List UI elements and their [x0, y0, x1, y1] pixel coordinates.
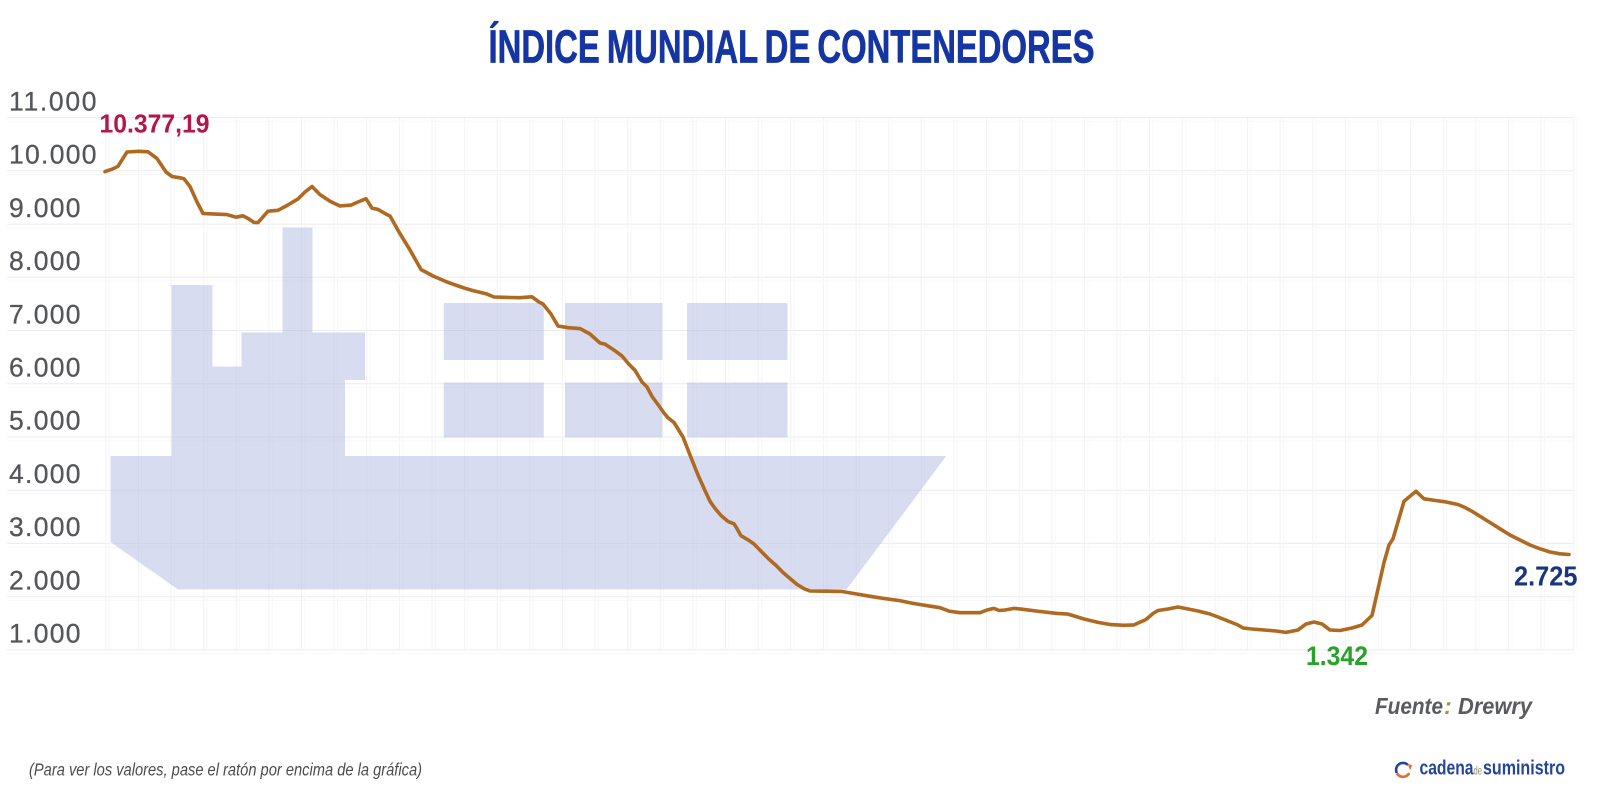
svg-text:2.725: 2.725: [1514, 561, 1578, 592]
svg-text:1.000: 1.000: [9, 619, 81, 649]
svg-text:9.000: 9.000: [9, 193, 81, 223]
svg-text:5.000: 5.000: [9, 406, 81, 436]
svg-text:ÍNDICE MUNDIAL DE CONTENEDORES: ÍNDICE MUNDIAL DE CONTENEDORES: [489, 21, 1095, 73]
svg-text:cadena: cadena: [1420, 758, 1475, 780]
svg-text:6.000: 6.000: [9, 353, 81, 383]
svg-text:10.377,19: 10.377,19: [100, 111, 210, 139]
svg-text:suministro: suministro: [1483, 758, 1565, 780]
svg-text:Drewry: Drewry: [1458, 693, 1533, 719]
svg-text:4.000: 4.000: [9, 459, 81, 489]
svg-text:8.000: 8.000: [9, 246, 81, 276]
svg-text:2.000: 2.000: [9, 565, 81, 595]
svg-text:3.000: 3.000: [9, 512, 81, 542]
svg-text:de: de: [1474, 766, 1483, 778]
svg-text:11.000: 11.000: [9, 86, 97, 116]
svg-text:(Para ver los valores, pase el: (Para ver los valores, pase el ratón por…: [29, 760, 422, 780]
svg-text:Fuente: Fuente: [1375, 693, 1443, 719]
svg-text::: :: [1444, 693, 1452, 719]
svg-text:7.000: 7.000: [9, 299, 81, 329]
svg-text:10.000: 10.000: [9, 140, 97, 170]
svg-text:1.342: 1.342: [1306, 641, 1368, 671]
